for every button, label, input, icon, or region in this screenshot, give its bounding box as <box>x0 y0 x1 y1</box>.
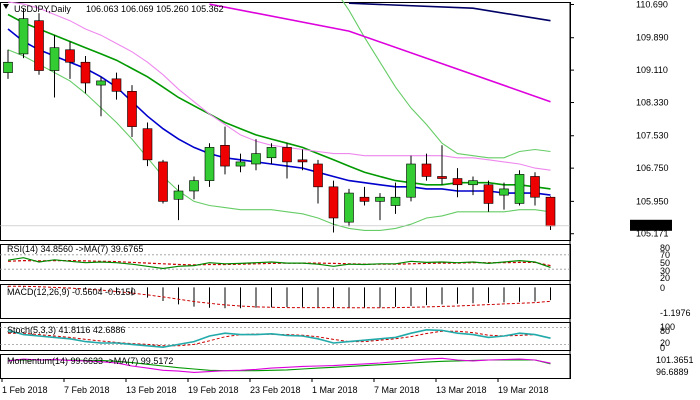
collapse-triangle-icon[interactable] <box>3 4 9 9</box>
candle-body <box>468 180 478 186</box>
candle-body <box>142 128 153 161</box>
stoch-tick-label-2: 20 <box>660 338 670 348</box>
candle-body <box>251 153 261 165</box>
ma-line-3 <box>7 1 551 171</box>
macd-label: MACD(12,26,9) -0.5604 -0.6150 <box>7 287 136 297</box>
price-tick-label-6: 105.950 <box>636 196 669 206</box>
stoch-tick-label-3: 0 <box>660 343 665 353</box>
price-tick-label-5: 106.750 <box>636 163 669 173</box>
momentum-line <box>7 357 551 373</box>
price-tick-label-3: 108.330 <box>636 98 669 108</box>
candle-body <box>173 190 184 200</box>
momentum-ma-line <box>7 359 551 372</box>
candle-body <box>421 163 432 177</box>
candle-body <box>359 196 370 202</box>
macd-signal-line <box>8 285 551 309</box>
rsi-line <box>7 257 551 270</box>
last-price-label: 105.362 <box>633 221 666 231</box>
candle-body <box>96 80 106 86</box>
x-tick-label-1: 7 Feb 2018 <box>64 385 110 395</box>
stoch-tick-label-1: 80 <box>660 326 670 336</box>
x-tick-label-5: 1 Mar 2018 <box>312 385 358 395</box>
candle-body <box>530 176 540 198</box>
candle-body <box>499 188 509 196</box>
candle-body <box>18 18 29 55</box>
candle-body <box>406 163 416 198</box>
x-tick-label-2: 13 Feb 2018 <box>126 385 177 395</box>
rsi-tick-label-4: 20 <box>660 273 670 283</box>
frame-main <box>0 2 571 241</box>
candle-body <box>158 161 168 202</box>
ma-line-1 <box>7 13 551 190</box>
rsi-label: RSI(14) 34.8560 ->MA(7) 39.6765 <box>7 244 143 254</box>
ma-line-0 <box>7 28 551 196</box>
momentum-tick-label-0: 101.3651 <box>656 355 694 365</box>
candle-body <box>189 180 199 192</box>
price-tick-label-7: 105.171 <box>636 229 669 239</box>
candle-body <box>375 196 385 202</box>
rsi-tick-label-2: 50 <box>660 258 670 268</box>
candle-body <box>34 20 44 71</box>
x-tick-label-0: 1 Feb 2018 <box>2 385 48 395</box>
price-panel: 110.690 109.890 109.110 108.330 107.530 106.7… <box>0 0 672 239</box>
symbol-label: USDJPY,Daily <box>14 4 71 14</box>
upper-ma-line-1 <box>348 2 551 22</box>
candle-body <box>297 159 308 163</box>
macd-panel: 0 -1.1976 <box>7 283 691 318</box>
candle-body <box>313 163 323 188</box>
stoch-label: Stoch(5,3,3) 41.8116 42.6886 <box>7 325 125 335</box>
candle-body <box>344 192 354 223</box>
candle-body <box>328 186 339 219</box>
x-axis: 1 Feb 2018 7 Feb 2018 13 Feb 2018 19 Feb 20… <box>1 378 549 395</box>
candle-body <box>235 161 246 167</box>
momentum-tick-label-1: 96.6889 <box>656 367 689 377</box>
candle-body <box>220 144 230 167</box>
ohlc-label: 106.063 106.069 105.260 105.362 <box>86 4 224 14</box>
ma-line-5 <box>341 0 551 159</box>
candle-body <box>514 174 525 204</box>
rsi-tick-label-0: 80 <box>660 243 670 253</box>
last-price-box <box>630 219 672 231</box>
price-tick-label-2: 109.110 <box>636 65 668 75</box>
momentum-panel: 101.3651 96.6889 <box>7 355 694 377</box>
price-tick-label-0: 110.690 <box>636 0 668 9</box>
candle-body <box>545 196 556 227</box>
x-tick-label-7: 13 Mar 2018 <box>436 385 487 395</box>
candle-body <box>80 61 91 84</box>
candle-body <box>65 49 75 63</box>
panel-frames <box>0 2 571 379</box>
stoch-k-line <box>7 328 551 349</box>
candle-body <box>437 176 447 179</box>
upper-ma-line-0 <box>209 3 551 103</box>
candle-body <box>282 147 292 163</box>
candle-body <box>483 184 494 204</box>
candle-body <box>49 47 60 71</box>
macd-tick-label-0: 0 <box>660 283 665 293</box>
ma-line-4 <box>7 49 551 231</box>
candle-body <box>390 196 401 206</box>
candle-body <box>266 147 277 159</box>
price-tick-label-4: 107.530 <box>636 131 669 141</box>
x-tick-label-8: 19 Mar 2018 <box>498 385 549 395</box>
rsi-tick-label-3: 30 <box>660 266 670 276</box>
candle-body <box>3 61 13 73</box>
candle-body <box>111 78 122 92</box>
x-tick-label-3: 19 Feb 2018 <box>188 385 239 395</box>
x-tick-label-4: 23 Feb 2018 <box>250 385 301 395</box>
candle-body <box>452 178 463 186</box>
price-tick-label-1: 109.890 <box>636 33 669 43</box>
grid-lines <box>570 3 574 235</box>
candle-body <box>204 147 215 181</box>
macd-tick-label-1: -1.1976 <box>660 308 691 318</box>
stoch-tick-label-0: 100 <box>660 322 675 332</box>
rsi-tick-label-1: 70 <box>660 250 670 260</box>
x-tick-label-6: 7 Mar 2018 <box>374 385 420 395</box>
momentum-label: Momentum(14) 99.6633 ->MA(7) 99.5172 <box>7 356 173 366</box>
candle-body <box>127 91 137 127</box>
